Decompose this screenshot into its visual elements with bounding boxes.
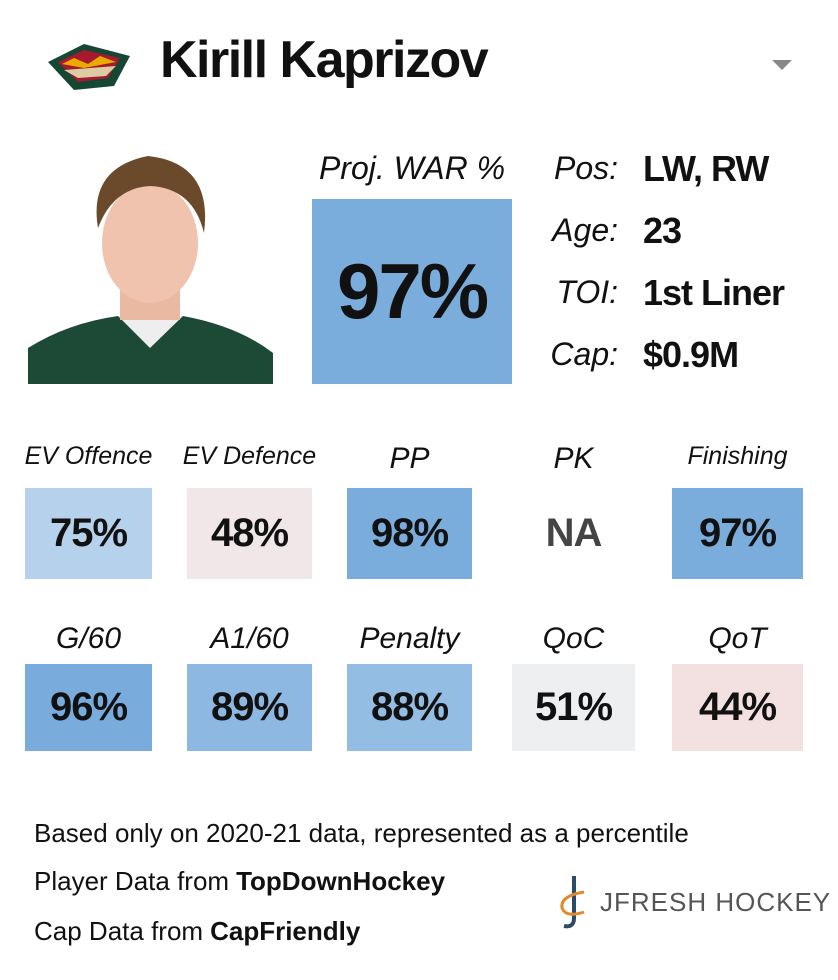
source: CapFriendly — [210, 916, 361, 946]
tile-value: 44% — [672, 664, 803, 751]
brand-logo — [560, 876, 585, 929]
player-name: Kirill Kaprizov — [160, 31, 489, 89]
info-value: $0.9M — [643, 334, 739, 375]
tile-value: 97% — [672, 488, 803, 579]
source: TopDownHockey — [236, 866, 446, 896]
tile-label: Finishing — [687, 442, 788, 470]
tile-label: PP — [389, 442, 430, 475]
prefix: Player Data from — [34, 866, 230, 896]
tile-value: NA — [545, 511, 603, 555]
footer-cap-source: Cap Data from CapFriendly — [34, 916, 360, 947]
tile-value: 88% — [347, 664, 472, 751]
team-logo — [48, 44, 130, 90]
info-label: TOI: — [556, 274, 618, 310]
tile-label: QoC — [542, 622, 605, 655]
footer-player-source: Player Data from TopDownHockey — [34, 866, 445, 897]
info-value: 23 — [643, 210, 682, 251]
footer-note: Based only on 2020-21 data, represented … — [34, 818, 689, 848]
tile-value: 51% — [512, 664, 635, 751]
tile-value: 89% — [187, 664, 312, 751]
tile-label: G/60 — [55, 622, 122, 655]
brand-name: JFRESH HOCKEY — [600, 887, 832, 917]
player-photo — [28, 148, 273, 384]
summary-label: Proj. WAR % — [318, 150, 506, 186]
info-label: Cap: — [550, 336, 618, 372]
tile-label: EV Defence — [182, 442, 317, 470]
tile-label: QoT — [708, 622, 767, 655]
dropdown-toggle[interactable] — [772, 60, 792, 72]
tile-value: 75% — [25, 488, 152, 579]
tile-value: 48% — [187, 488, 312, 579]
tile-label: Penalty — [359, 622, 460, 655]
tile-label: PK — [553, 442, 594, 475]
info-label: Pos: — [553, 150, 618, 186]
info-label: Age: — [552, 212, 618, 248]
tile-value: 98% — [347, 488, 472, 579]
tile-label: EV Offence — [24, 442, 153, 470]
tile-value: 96% — [25, 664, 152, 751]
tile-label: A1/60 — [210, 622, 289, 655]
summary-tile: 97% — [312, 199, 512, 384]
info-value: LW, RW — [643, 148, 769, 189]
info-value: 1st Liner — [643, 272, 785, 313]
prefix: Cap Data from — [34, 916, 204, 946]
